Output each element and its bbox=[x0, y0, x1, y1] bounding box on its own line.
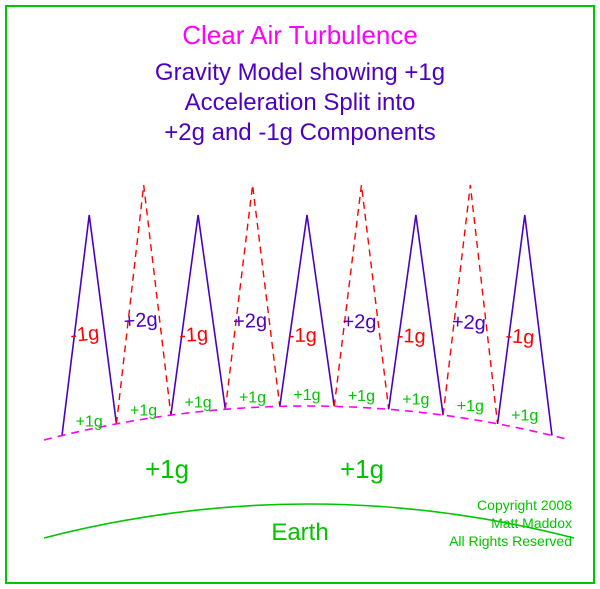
g-labels-row: -1g +2g -1g +2g -1g +2g -1g +2g -1g bbox=[69, 309, 535, 350]
plus1g-small-label: +1g bbox=[402, 391, 429, 408]
plus1g-small-label: +1g bbox=[76, 413, 103, 430]
red-triangle bbox=[334, 185, 388, 409]
plus1g-big-right: +1g bbox=[340, 454, 384, 484]
earth-label: Earth bbox=[271, 519, 328, 546]
plus1g-small-row: +1g +1g +1g +1g +1g +1g +1g +1g +1g bbox=[76, 387, 539, 430]
title-text: Clear Air Turbulence bbox=[182, 20, 418, 50]
blue-triangle bbox=[280, 215, 334, 406]
plus1g-small-label: +1g bbox=[130, 402, 157, 419]
copyright-line-1: Copyright 2008 bbox=[477, 497, 572, 513]
minus1g-label: -1g bbox=[396, 325, 426, 348]
red-triangle bbox=[116, 185, 170, 424]
copyright-line-3: All Rights Reserved bbox=[449, 533, 572, 549]
plus1g-small-label: +1g bbox=[239, 389, 266, 406]
plus1g-small-label: +1g bbox=[457, 398, 484, 415]
red-triangle bbox=[443, 185, 497, 424]
plus2g-label: +2g bbox=[451, 311, 486, 335]
red-triangle bbox=[225, 185, 279, 409]
diagram-frame: Clear Air Turbulence Gravity Model showi… bbox=[0, 0, 600, 589]
minus1g-label: -1g bbox=[69, 322, 100, 347]
plus2g-label: +2g bbox=[123, 309, 158, 333]
plus1g-small-label: +1g bbox=[293, 387, 320, 404]
plus2g-label: +2g bbox=[233, 310, 268, 333]
blue-triangle bbox=[389, 215, 443, 415]
plus1g-small-label: +1g bbox=[348, 388, 375, 405]
plus1g-small-label: +1g bbox=[511, 407, 538, 424]
subtitle-line-1: Gravity Model showing +1g bbox=[155, 59, 445, 86]
minus1g-label: -1g bbox=[288, 325, 317, 347]
plus1g-small-label: +1g bbox=[185, 394, 212, 411]
minus1g-label: -1g bbox=[505, 325, 535, 349]
subtitle-line-3: +2g and -1g Components bbox=[164, 119, 436, 146]
minus1g-label: -1g bbox=[179, 323, 209, 346]
dashed-arc bbox=[44, 406, 570, 440]
blue-triangle bbox=[171, 215, 225, 415]
copyright-line-2: Matt Maddox bbox=[491, 515, 572, 531]
plus1g-big-left: +1g bbox=[145, 454, 189, 484]
subtitle-line-2: Acceleration Split into bbox=[185, 89, 416, 116]
diagram-svg: Clear Air Turbulence Gravity Model showi… bbox=[0, 0, 600, 589]
plus2g-label: +2g bbox=[342, 311, 376, 333]
